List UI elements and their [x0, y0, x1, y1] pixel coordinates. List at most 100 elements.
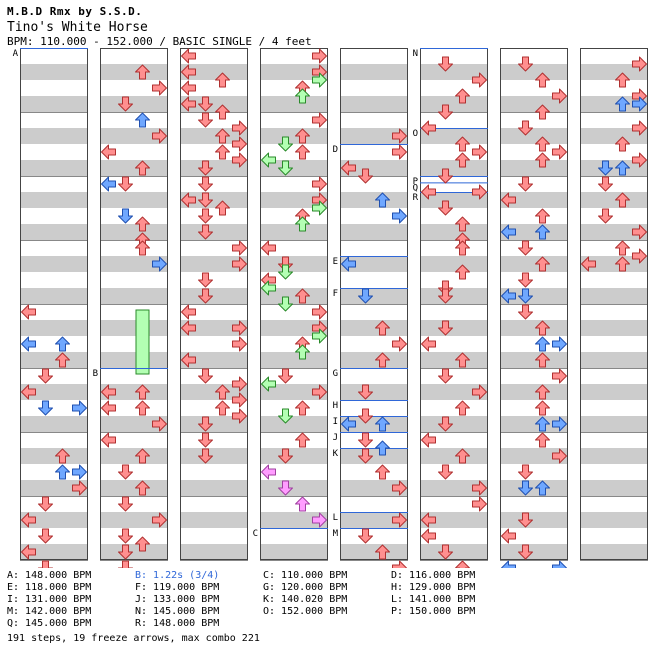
step-arrow-right-icon: [312, 304, 327, 320]
beat-stripe: [340, 128, 408, 144]
step-arrow-up-icon: [375, 544, 390, 560]
beat-stripe: [500, 192, 568, 208]
step-arrow-right-icon: [552, 336, 567, 352]
beat-stripe: [180, 480, 248, 496]
stop-legend-b: B: 1.22s (3/4): [135, 570, 220, 581]
beat-stripe: [100, 416, 168, 432]
step-arrow-right-icon: [632, 224, 647, 240]
step-arrow-down-icon: [278, 160, 293, 176]
step-arrow-right-icon: [392, 336, 407, 352]
step-arrow-down-icon: [118, 496, 133, 512]
step-arrow-right-icon: [472, 184, 487, 200]
step-arrow-down-icon: [438, 416, 453, 432]
step-arrow-up-icon: [455, 400, 470, 416]
step-arrow-right-icon: [312, 328, 327, 344]
step-arrow-left-icon: [501, 192, 516, 208]
step-arrow-right-icon: [152, 80, 167, 96]
beat-stripe: [20, 96, 88, 112]
step-arrow-left-icon: [261, 240, 276, 256]
step-arrow-down-icon: [518, 304, 533, 320]
step-arrow-right-icon: [312, 384, 327, 400]
bpm-legend-r: R: 148.000 BPM: [135, 618, 220, 629]
bpm-legend-e: E: 118.000 BPM: [7, 582, 92, 593]
beat-stripe: [420, 160, 488, 176]
beat-stripe: [580, 96, 648, 112]
step-arrow-up-icon: [135, 480, 150, 496]
step-arrow-up-icon: [55, 448, 70, 464]
step-arrow-up-icon: [535, 432, 550, 448]
step-arrow-up-icon: [295, 144, 310, 160]
bpm-legend-g: G: 120.000 BPM: [263, 582, 348, 593]
chart-column-frame: [340, 48, 408, 560]
step-arrow-left-icon: [421, 528, 436, 544]
step-arrow-up-icon: [455, 88, 470, 104]
step-arrow-up-icon: [535, 480, 550, 496]
step-arrow-right-icon: [152, 128, 167, 144]
step-arrow-up-icon: [375, 352, 390, 368]
beat-stripe: [340, 224, 408, 240]
step-arrow-up-icon: [215, 400, 230, 416]
step-arrow-down-icon: [118, 560, 133, 568]
beat-stripe: [20, 160, 88, 176]
step-arrow-left-icon: [501, 288, 516, 304]
beat-stripe: [260, 480, 328, 496]
step-arrow-right-icon: [392, 208, 407, 224]
bpm-legend-p: P: 150.000 BPM: [391, 606, 476, 617]
beat-stripe: [100, 352, 168, 368]
bpm-legend-j: J: 133.000 BPM: [135, 594, 220, 605]
beat-stripe: [20, 192, 88, 208]
step-arrow-down-icon: [358, 168, 373, 184]
step-arrow-right-icon: [152, 256, 167, 272]
step-arrow-down-icon: [198, 448, 213, 464]
step-arrow-left-icon: [101, 176, 116, 192]
step-arrow-right-icon: [632, 96, 647, 112]
step-arrow-down-icon: [518, 120, 533, 136]
step-arrow-down-icon: [438, 56, 453, 72]
step-arrow-left-icon: [421, 432, 436, 448]
beat-stripe: [420, 352, 488, 368]
step-arrow-up-icon: [455, 216, 470, 232]
step-arrow-up-icon: [295, 432, 310, 448]
step-arrow-down-icon: [198, 288, 213, 304]
step-arrow-down-icon: [358, 288, 373, 304]
step-arrow-up-icon: [615, 72, 630, 88]
beat-stripe: [340, 448, 408, 464]
step-arrow-left-icon: [421, 512, 436, 528]
step-arrow-up-icon: [535, 416, 550, 432]
beat-stripe: [20, 64, 88, 80]
bpm-legend-c: C: 110.000 BPM: [263, 570, 348, 581]
beat-stripe: [340, 416, 408, 432]
step-arrow-down-icon: [118, 528, 133, 544]
chart-column-frame: [180, 48, 248, 560]
beat-stripe: [180, 192, 248, 208]
beat-stripe: [100, 480, 168, 496]
step-arrow-up-icon: [455, 448, 470, 464]
bpm-legend-o: O: 152.000 BPM: [263, 606, 348, 617]
beat-stripe: [340, 64, 408, 80]
beat-stripe: [420, 224, 488, 240]
step-arrow-left-icon: [501, 560, 516, 568]
step-arrow-up-icon: [535, 104, 550, 120]
step-arrow-up-icon: [55, 336, 70, 352]
step-arrow-left-icon: [261, 376, 276, 392]
bpm-legend-n: N: 145.000 BPM: [135, 606, 220, 617]
step-arrow-right-icon: [152, 416, 167, 432]
step-arrow-up-icon: [135, 536, 150, 552]
step-arrow-up-icon: [615, 192, 630, 208]
step-arrow-up-icon: [615, 256, 630, 272]
beat-stripe: [260, 352, 328, 368]
step-arrow-up-icon: [215, 200, 230, 216]
beat-stripe: [100, 288, 168, 304]
beat-stripe: [580, 480, 648, 496]
beat-stripe: [180, 224, 248, 240]
step-arrow-right-icon: [632, 152, 647, 168]
beat-stripe: [500, 64, 568, 80]
beat-stripe: [340, 192, 408, 208]
step-arrow-right-icon: [232, 240, 247, 256]
step-arrow-right-icon: [472, 480, 487, 496]
beat-stripe: [100, 224, 168, 240]
step-arrow-up-icon: [375, 440, 390, 456]
beat-stripe: [420, 192, 488, 208]
step-arrow-up-icon: [295, 400, 310, 416]
